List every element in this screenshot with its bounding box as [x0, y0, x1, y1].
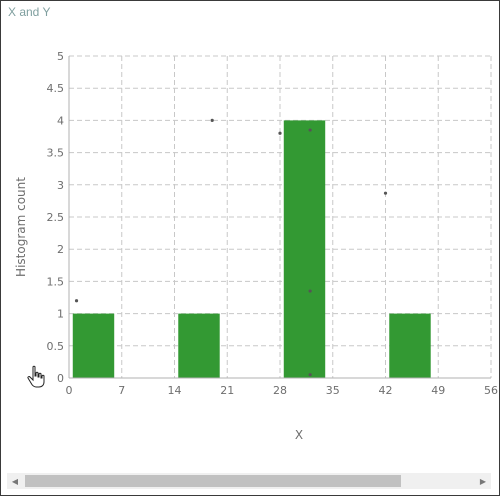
y-tick-label: 0 — [57, 372, 64, 385]
bars — [72, 120, 431, 379]
histogram-bar — [283, 120, 326, 379]
scatter-points — [74, 118, 388, 377]
scroll-thumb[interactable] — [25, 475, 401, 487]
hand-cursor-icon — [27, 365, 45, 388]
data-point — [210, 118, 214, 122]
chart-title: X and Y — [8, 5, 51, 19]
x-tick-label: 56 — [484, 384, 498, 397]
y-tick-label: 3 — [57, 179, 64, 192]
y-tick-label: 2.5 — [47, 211, 65, 224]
axes — [68, 56, 491, 379]
x-tick-label: 14 — [168, 384, 182, 397]
histogram-bar — [72, 313, 115, 378]
data-point — [308, 128, 312, 132]
x-axis-label: X — [295, 428, 303, 442]
y-tick-label: 1 — [57, 308, 64, 321]
data-point — [278, 131, 282, 135]
x-tick-label: 49 — [431, 384, 445, 397]
y-tick-label: 4.5 — [47, 82, 65, 95]
x-tick-label: 42 — [379, 384, 393, 397]
data-point — [308, 373, 312, 377]
x-tick-label: 21 — [220, 384, 234, 397]
x-tick-label: 7 — [118, 384, 125, 397]
histogram-bar — [389, 313, 431, 378]
y-tick-labels: 0 0.5 1 1.5 2 2.5 3 3.5 4 4.5 5 — [47, 50, 65, 385]
x-tick-labels: 0 7 14 21 28 35 42 49 56 — [66, 384, 499, 397]
y-tick-label: 1.5 — [47, 275, 65, 288]
y-tick-label: 3.5 — [47, 147, 65, 160]
histogram-chart: 0 0.5 1 1.5 2 2.5 3 3.5 4 4.5 5 0 7 14 21 28 35 42 49 56 H… — [14, 50, 499, 442]
x-tick-label: 35 — [326, 384, 340, 397]
data-point — [74, 299, 79, 303]
scroll-right-arrow-icon[interactable]: ▶ — [479, 476, 487, 486]
x-tick-label: 28 — [273, 384, 287, 397]
y-tick-label: 2 — [57, 243, 64, 256]
y-tick-label: 4 — [57, 114, 64, 127]
data-point — [308, 289, 312, 293]
y-axis-label: Histogram count — [14, 177, 28, 277]
y-tick-label: 0.5 — [47, 340, 65, 353]
x-tick-label: 0 — [66, 384, 73, 397]
y-tick-label: 5 — [57, 50, 64, 63]
grid — [69, 55, 492, 378]
histogram-bar — [178, 313, 220, 378]
data-point — [383, 191, 388, 195]
scroll-left-arrow-icon[interactable]: ◀ — [11, 476, 19, 486]
horizontal-scrollbar[interactable]: ◀ ▶ — [7, 473, 491, 489]
